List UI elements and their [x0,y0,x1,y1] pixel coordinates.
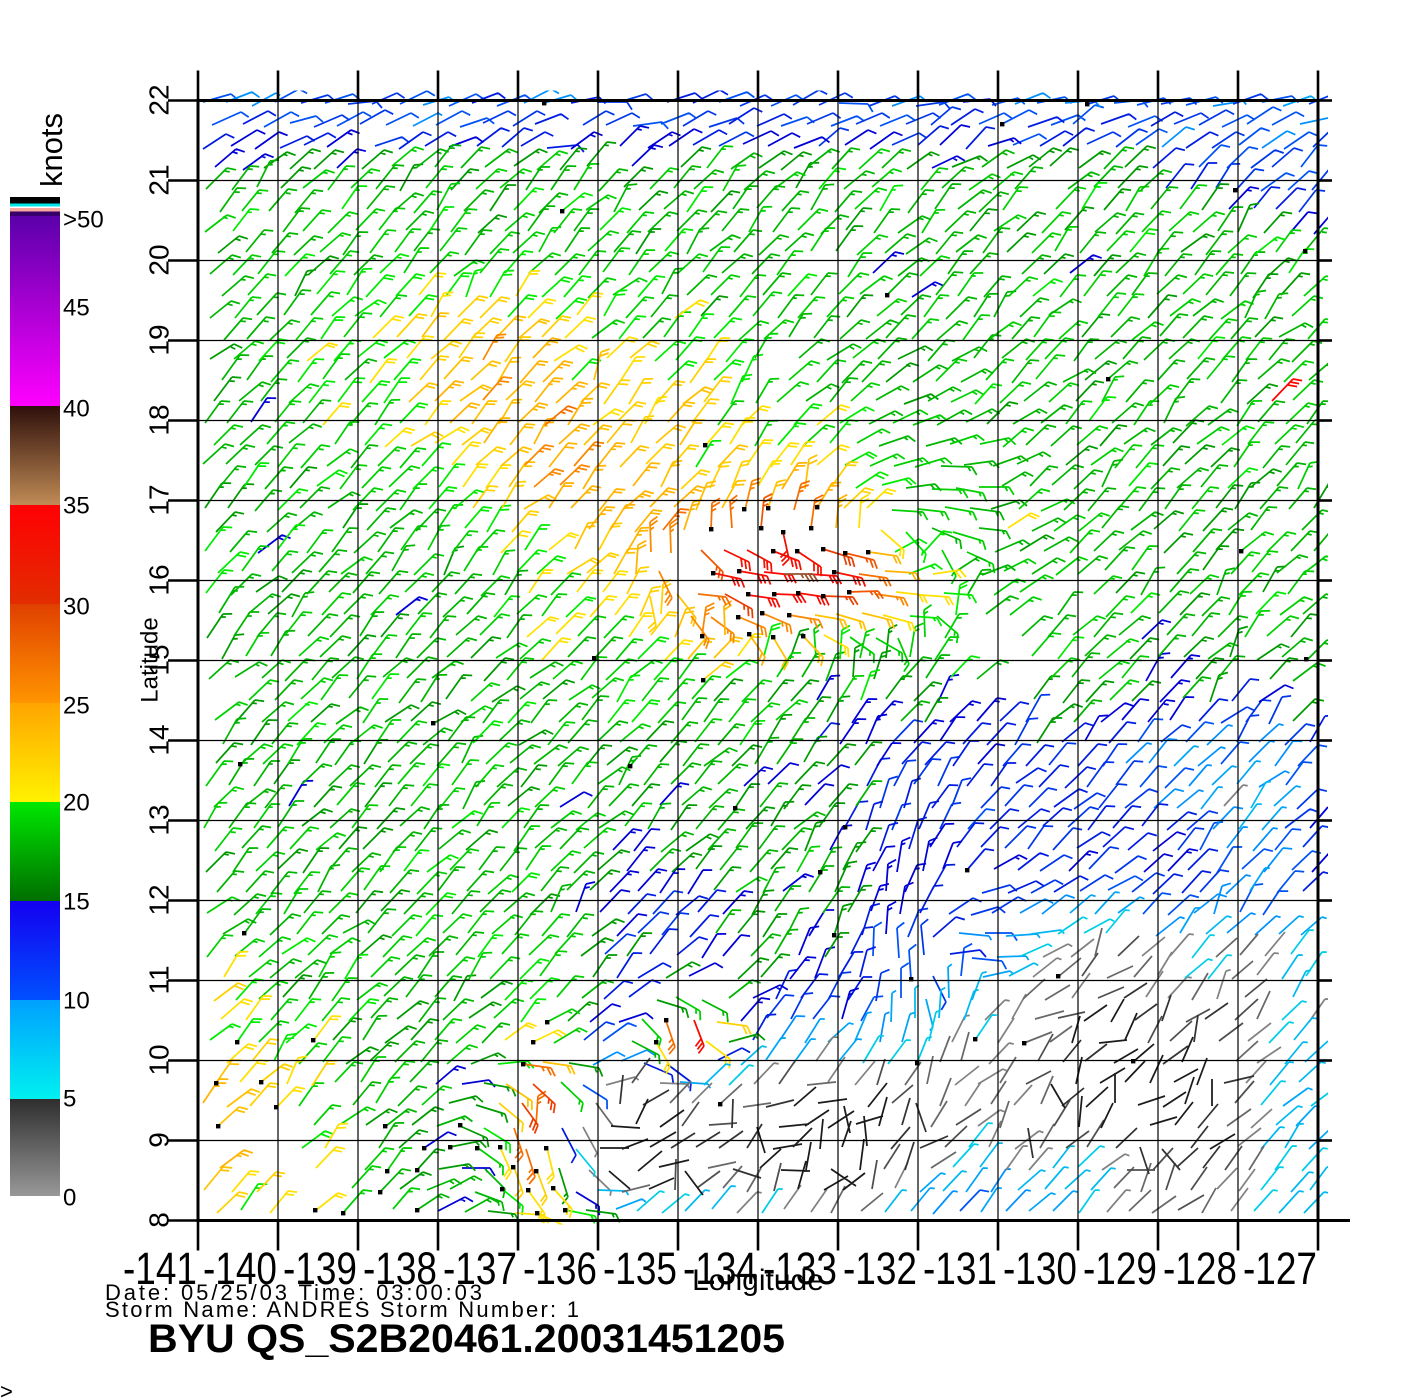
svg-text:20: 20 [63,790,90,817]
svg-text:16: 16 [144,564,175,595]
svg-text:9: 9 [144,1132,175,1148]
svg-text:18: 18 [144,404,175,435]
svg-text:>: > [0,1379,13,1400]
svg-text:15: 15 [63,889,90,916]
svg-text:Latitude: Latitude [137,617,164,702]
svg-text:20: 20 [144,244,175,275]
svg-text:-135: -135 [603,1243,677,1294]
svg-text:>50: >50 [63,207,104,234]
svg-text:40: 40 [63,396,90,423]
svg-text:Longitude: Longitude [692,1264,824,1297]
svg-text:5: 5 [63,1086,76,1113]
svg-text:-133: -133 [763,1243,837,1294]
svg-text:13: 13 [144,804,175,835]
svg-text:45: 45 [63,295,90,322]
svg-text:11: 11 [144,965,175,994]
svg-text:-132: -132 [843,1243,917,1294]
svg-text:-140: -140 [203,1243,277,1294]
svg-text:8: 8 [144,1212,175,1228]
svg-text:25: 25 [63,693,90,720]
svg-text:15: 15 [144,644,175,675]
svg-text:10: 10 [144,1044,175,1075]
svg-text:14: 14 [144,724,175,755]
svg-text:19: 19 [144,324,175,355]
svg-text:17: 17 [144,484,175,515]
svg-text:-127: -127 [1243,1243,1317,1294]
svg-text:-137: -137 [443,1243,517,1294]
svg-text:-134: -134 [683,1243,757,1294]
svg-text:-128: -128 [1163,1243,1237,1294]
svg-text:-136: -136 [523,1243,597,1294]
svg-text:-139: -139 [283,1243,357,1294]
svg-text:22: 22 [144,84,175,115]
svg-text:-129: -129 [1083,1243,1157,1294]
svg-text:knots: knots [34,113,69,187]
svg-text:10: 10 [63,988,90,1015]
svg-text:0: 0 [63,1185,76,1212]
svg-text:21: 21 [144,164,175,195]
svg-text:30: 30 [63,594,90,621]
svg-text:Date: 05/25/03 Time: 03:0: Date: 05/25/03 Time: 03:00:03 [105,1280,482,1305]
svg-text:BYU QS_S2B20461.20031451205: BYU QS_S2B20461.20031451205 [148,1317,785,1361]
svg-text:-138: -138 [363,1243,437,1294]
svg-text:12: 12 [144,884,175,915]
svg-text:Storm Name: ANDRES Storm: Storm Name: ANDRES Storm Number: 1 [105,1297,579,1322]
svg-text:-131: -131 [923,1243,997,1294]
svg-text:35: 35 [63,493,90,520]
svg-text:-130: -130 [1003,1243,1077,1294]
svg-text:-141: -141 [123,1243,197,1294]
